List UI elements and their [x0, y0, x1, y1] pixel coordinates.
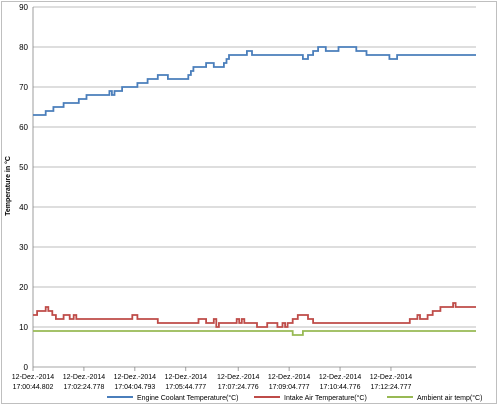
x-tick-time: 17:05:44.777: [165, 384, 206, 391]
x-tick-time: 17:09:04.777: [269, 384, 310, 391]
x-axis-ticks: 12-Dez.-2014 17:00:44.802 12-Dez.-2014 17:0…: [12, 367, 412, 391]
x-tick-time: 17:10:44.776: [320, 384, 361, 391]
x-tick-time: 17:00:44.802: [13, 384, 54, 391]
x-tick-time: 17:02:24.778: [63, 384, 104, 391]
x-tick-date: 12-Dez.-2014: [114, 374, 157, 381]
gridlines: [33, 6, 476, 328]
x-tick-date: 12-Dez.-2014: [217, 374, 260, 381]
series-line-1: [33, 46, 476, 116]
legend-label: Engine Coolant Temperature(°C): [137, 394, 239, 402]
x-tick-time: 17:12:24.777: [371, 384, 412, 391]
y-axis-label: Temperature in °C: [4, 156, 12, 216]
x-tick-date: 12-Dez.-2014: [63, 374, 106, 381]
y-tick-label: 10: [19, 323, 28, 332]
x-tick-label: 12-Dez.-2014 17:02:24.778: [63, 374, 106, 391]
x-tick-date: 12-Dez.-2014: [268, 374, 311, 381]
x-tick-date: 12-Dez.-2014: [12, 374, 55, 381]
x-tick-label: 12-Dez.-2014 17:12:24.777: [370, 374, 413, 391]
x-tick-time: 17:04:04.793: [114, 384, 155, 391]
y-tick-label: 60: [19, 123, 28, 132]
x-tick-label: 12-Dez.-2014 17:07:24.776: [217, 374, 260, 391]
x-tick-label: 12-Dez.-2014 17:05:44.777: [165, 374, 208, 391]
y-tick-label: 70: [19, 83, 28, 92]
axes: [32, 7, 476, 368]
y-tick-label: 90: [19, 3, 28, 12]
x-tick-time: 17:07:24.776: [218, 384, 259, 391]
x-tick-label: 12-Dez.-2014 17:09:04.777: [268, 374, 311, 391]
series-lines: [33, 46, 476, 336]
y-tick-label: 30: [19, 243, 28, 252]
series-line-2: [33, 302, 476, 328]
y-tick-label: 20: [19, 283, 28, 292]
y-tick-label: 0: [24, 363, 29, 372]
series-line-3: [33, 330, 476, 336]
x-tick-date: 12-Dez.-2014: [370, 374, 413, 381]
legend-label: Intake Air Temperature(°C): [284, 394, 367, 402]
y-tick-label: 50: [19, 163, 28, 172]
y-axis-ticks: 0 10 20 30 40 50 60 70 80 90: [19, 3, 28, 372]
y-tick-label: 40: [19, 203, 28, 212]
x-tick-date: 12-Dez.-2014: [319, 374, 362, 381]
legend-label: Ambient air temp(°C): [417, 394, 482, 402]
x-tick-date: 12-Dez.-2014: [165, 374, 208, 381]
x-tick-label: 12-Dez.-2014 17:00:44.802: [12, 374, 55, 391]
x-tick-label: 12-Dez.-2014 17:04:04.793: [114, 374, 157, 391]
y-tick-label: 80: [19, 43, 28, 52]
legend: Engine Coolant Temperature(°C) Intake Air…: [107, 394, 482, 402]
x-tick-label: 12-Dez.-2014 17:10:44.776: [319, 374, 362, 391]
